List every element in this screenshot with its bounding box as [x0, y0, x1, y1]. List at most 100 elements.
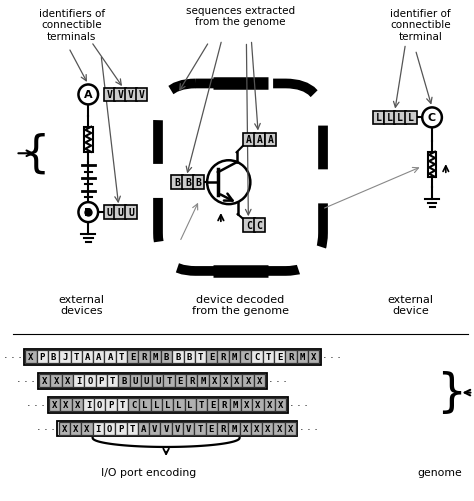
- FancyBboxPatch shape: [96, 374, 107, 387]
- FancyBboxPatch shape: [243, 219, 255, 232]
- Text: L: L: [154, 400, 159, 409]
- Text: X: X: [28, 353, 34, 362]
- Text: T: T: [110, 376, 115, 385]
- Text: O: O: [87, 376, 93, 385]
- Text: · · ·: · · ·: [4, 352, 21, 362]
- FancyBboxPatch shape: [230, 398, 241, 411]
- FancyBboxPatch shape: [264, 398, 275, 411]
- FancyBboxPatch shape: [196, 398, 207, 411]
- Text: · · ·: · · ·: [27, 400, 45, 410]
- Text: X: X: [74, 400, 80, 409]
- FancyBboxPatch shape: [94, 398, 105, 411]
- FancyBboxPatch shape: [172, 422, 183, 435]
- Text: A: A: [108, 353, 113, 362]
- Text: T: T: [120, 400, 125, 409]
- FancyBboxPatch shape: [182, 176, 194, 189]
- FancyBboxPatch shape: [297, 351, 308, 363]
- Text: · · ·: · · ·: [18, 376, 35, 386]
- Text: M: M: [153, 353, 158, 362]
- Text: X: X: [311, 353, 316, 362]
- Text: R: R: [288, 353, 293, 362]
- FancyBboxPatch shape: [128, 398, 139, 411]
- FancyBboxPatch shape: [164, 374, 175, 387]
- Text: X: X: [257, 376, 262, 385]
- FancyBboxPatch shape: [383, 111, 395, 125]
- Text: X: X: [243, 424, 248, 433]
- Text: A: A: [84, 90, 92, 100]
- Text: C: C: [254, 353, 260, 362]
- Circle shape: [207, 161, 250, 205]
- Text: P: P: [118, 424, 124, 433]
- FancyBboxPatch shape: [24, 349, 320, 365]
- Text: X: X: [54, 376, 59, 385]
- FancyBboxPatch shape: [219, 398, 230, 411]
- Text: L: L: [188, 400, 193, 409]
- Text: O: O: [97, 400, 102, 409]
- FancyBboxPatch shape: [162, 398, 173, 411]
- FancyBboxPatch shape: [394, 111, 406, 125]
- FancyBboxPatch shape: [125, 206, 137, 219]
- Text: T: T: [118, 353, 124, 362]
- Text: · · ·: · · ·: [323, 352, 341, 362]
- Text: I/O port encoding: I/O port encoding: [101, 467, 196, 477]
- Text: B: B: [175, 353, 181, 362]
- Text: A: A: [246, 135, 252, 145]
- Text: I: I: [76, 376, 82, 385]
- Text: U: U: [155, 376, 160, 385]
- FancyBboxPatch shape: [262, 422, 273, 435]
- FancyBboxPatch shape: [209, 374, 220, 387]
- Text: X: X: [266, 400, 272, 409]
- FancyBboxPatch shape: [129, 374, 141, 387]
- Text: U: U: [144, 376, 149, 385]
- FancyBboxPatch shape: [308, 351, 319, 363]
- Text: B: B: [174, 178, 180, 188]
- FancyBboxPatch shape: [184, 398, 196, 411]
- FancyBboxPatch shape: [273, 422, 285, 435]
- Text: C: C: [428, 113, 436, 123]
- FancyBboxPatch shape: [47, 397, 288, 413]
- Text: U: U: [128, 208, 134, 217]
- FancyBboxPatch shape: [26, 351, 36, 363]
- Text: R: R: [220, 424, 225, 433]
- Text: C: C: [246, 220, 252, 230]
- FancyBboxPatch shape: [231, 374, 243, 387]
- Bar: [428, 152, 437, 177]
- Text: T: T: [199, 400, 204, 409]
- FancyBboxPatch shape: [104, 351, 116, 363]
- Text: X: X: [52, 400, 57, 409]
- Text: B: B: [51, 353, 56, 362]
- Text: · · ·: · · ·: [269, 376, 287, 386]
- Text: T: T: [198, 353, 203, 362]
- FancyBboxPatch shape: [229, 351, 240, 363]
- FancyBboxPatch shape: [125, 89, 137, 102]
- Text: U: U: [107, 208, 112, 217]
- Text: V: V: [117, 90, 123, 100]
- FancyBboxPatch shape: [254, 133, 265, 147]
- FancyBboxPatch shape: [49, 398, 60, 411]
- Text: X: X: [234, 376, 239, 385]
- Text: M: M: [200, 376, 206, 385]
- FancyBboxPatch shape: [251, 351, 263, 363]
- FancyBboxPatch shape: [263, 351, 274, 363]
- Text: B: B: [185, 178, 191, 188]
- FancyBboxPatch shape: [254, 219, 265, 232]
- Text: U: U: [132, 376, 138, 385]
- Text: P: P: [40, 353, 45, 362]
- FancyBboxPatch shape: [138, 422, 149, 435]
- FancyBboxPatch shape: [116, 351, 127, 363]
- Text: R: R: [141, 353, 146, 362]
- Text: R: R: [221, 400, 227, 409]
- FancyBboxPatch shape: [274, 351, 285, 363]
- Text: M: M: [232, 353, 237, 362]
- Text: M: M: [233, 400, 238, 409]
- Text: P: P: [99, 376, 104, 385]
- FancyBboxPatch shape: [183, 351, 195, 363]
- FancyBboxPatch shape: [138, 351, 150, 363]
- FancyBboxPatch shape: [217, 422, 228, 435]
- Circle shape: [422, 108, 442, 128]
- FancyBboxPatch shape: [265, 133, 276, 147]
- FancyBboxPatch shape: [73, 374, 84, 387]
- FancyBboxPatch shape: [193, 176, 204, 189]
- FancyBboxPatch shape: [373, 111, 384, 125]
- FancyBboxPatch shape: [228, 422, 239, 435]
